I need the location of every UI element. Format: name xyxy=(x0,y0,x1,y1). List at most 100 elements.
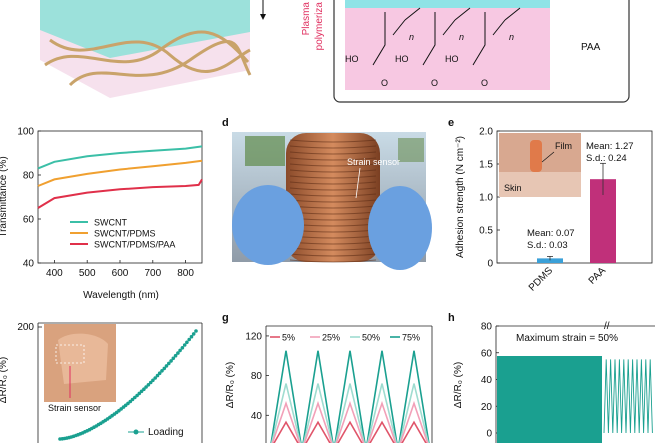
e-mean-label: Mean: 1.27 xyxy=(586,141,634,152)
e-ytick-label: 1.0 xyxy=(479,193,493,204)
carbonyl-label: O xyxy=(481,78,488,88)
c-legend-label: SWCNT/PDMS/PAA xyxy=(94,240,175,250)
h-axis-break: // xyxy=(604,321,610,332)
fiber-strand xyxy=(49,38,251,73)
f-data-point xyxy=(142,387,146,392)
f-data-point xyxy=(182,343,187,347)
e-category-label: PAA xyxy=(587,265,609,287)
skin-wrinkle xyxy=(289,247,377,251)
f-data-point xyxy=(146,383,151,387)
photo-foliage xyxy=(398,138,424,162)
f-data-point xyxy=(162,366,167,371)
plasma-label: Plasma xyxy=(301,2,312,36)
bond-line xyxy=(472,12,486,66)
f-data-point xyxy=(189,334,194,339)
h-annotation: Maximum strain = 50% xyxy=(516,333,618,344)
g-legend-label: 25% xyxy=(322,333,340,343)
hydroxyl-label: HO xyxy=(445,54,459,64)
g-ytick-label: 120 xyxy=(245,331,262,342)
hydroxyl-label: HO xyxy=(345,54,359,64)
c-y-axis-label: Transmittance (%) xyxy=(0,156,9,237)
c-series xyxy=(37,145,203,209)
c-xtick-label: 700 xyxy=(144,268,161,279)
f-data-point xyxy=(139,389,144,394)
f-ytick-label: 200 xyxy=(17,322,34,333)
skin-wrinkle xyxy=(289,151,377,155)
panel-d: d Strain sensor xyxy=(222,117,432,270)
glove-left xyxy=(232,185,304,265)
f-data-point xyxy=(194,329,198,333)
e-inset-skin xyxy=(499,172,581,197)
film-layer xyxy=(40,0,250,58)
panel-g: g 40 80 120 ΔR/R₀ (%) 5% 25% 50% 75% xyxy=(222,312,433,443)
skin-wrinkle xyxy=(289,157,377,161)
c-ytick-label: 60 xyxy=(23,215,35,226)
f-data-point xyxy=(171,356,176,361)
repeat-n-label: n xyxy=(509,32,514,42)
e-film-label: Film xyxy=(555,141,572,151)
skin-wrinkle xyxy=(289,193,377,197)
arrow-head xyxy=(260,14,266,20)
c-legend-label: SWCNT xyxy=(94,218,127,228)
d-annotation-pointer xyxy=(355,167,361,199)
top-schematic: Plasma polymeriza PAA n HO On HO On HO O xyxy=(40,0,630,103)
bond-line xyxy=(442,7,471,36)
paa-repeat-units: n HO On HO On HO O xyxy=(345,7,521,88)
fiber-strand xyxy=(44,30,250,67)
g-legend-label: 75% xyxy=(402,333,420,343)
c-ytick-label: 80 xyxy=(23,171,35,182)
f-legend-label: Loading xyxy=(148,427,184,438)
skin-wrinkles xyxy=(289,139,377,263)
bond-line xyxy=(392,7,421,36)
e-bar xyxy=(537,258,563,263)
f-data-point xyxy=(148,380,153,385)
photo-foliage xyxy=(245,136,285,166)
c-ytick-label: 40 xyxy=(23,259,35,270)
g-series xyxy=(270,350,430,443)
h-dense-cycles xyxy=(497,356,602,443)
e-sd-label: S.d.: 0.03 xyxy=(527,240,568,251)
panel-letter-d: d xyxy=(222,117,229,129)
f-data-point xyxy=(160,369,164,373)
bond-line xyxy=(492,7,521,36)
c-xtick-label: 800 xyxy=(177,268,194,279)
repeat-n-label: n xyxy=(409,32,414,42)
panel-c: 400 500 600 700 800 40 60 80 100 Wavelength (nm)… xyxy=(0,127,203,301)
h-ytick-label: 0 xyxy=(486,429,492,440)
f-data-point xyxy=(185,340,189,345)
panel-letter-h: h xyxy=(448,312,455,324)
e-inset-film xyxy=(530,140,542,172)
h-ytick-label: 20 xyxy=(481,402,493,413)
skin-wrinkle xyxy=(289,187,377,191)
f-y-axis-label: ΔR/R₀ (%) xyxy=(0,357,9,403)
h-ytick-label: 60 xyxy=(481,348,493,359)
e-ytick-label: 2.0 xyxy=(479,127,493,138)
e-y-axis-label: Adhesion strength (N cm⁻²) xyxy=(455,136,466,258)
g-series-line xyxy=(271,400,429,443)
cyan-strip xyxy=(345,0,550,8)
panel-letter-g: g xyxy=(222,312,229,324)
e-ytick-label: 0 xyxy=(487,259,493,270)
skin-wrinkle xyxy=(289,175,377,179)
f-strain-sensor-label: Strain sensor xyxy=(48,403,101,413)
f-data-point xyxy=(144,385,148,389)
f-data-point xyxy=(180,346,185,350)
c-axis-ticks: 400 500 600 700 800 40 60 80 100 xyxy=(17,127,194,280)
f-data-point xyxy=(155,373,160,378)
e-axis-ticks: 0 0.5 1.0 1.5 2.0 xyxy=(479,127,500,270)
f-data-point xyxy=(137,391,142,396)
e-mean-label: Mean: 0.07 xyxy=(527,228,575,239)
d-strain-sensor-label: Strain sensor xyxy=(347,157,400,167)
h-zoomed-cycles xyxy=(603,359,653,434)
panel-letter-e: e xyxy=(448,117,454,129)
c-series-line xyxy=(37,178,203,209)
g-legend: 5% 25% 50% 75% xyxy=(270,333,420,343)
skin-wrinkle xyxy=(289,145,377,149)
e-category-label: PDMS xyxy=(527,265,555,293)
g-series-line xyxy=(270,350,430,443)
h-cycle-line xyxy=(603,359,653,434)
h-ytick-label: 80 xyxy=(481,322,493,333)
hydroxyl-label: HO xyxy=(395,54,409,64)
f-data-point xyxy=(191,332,196,336)
